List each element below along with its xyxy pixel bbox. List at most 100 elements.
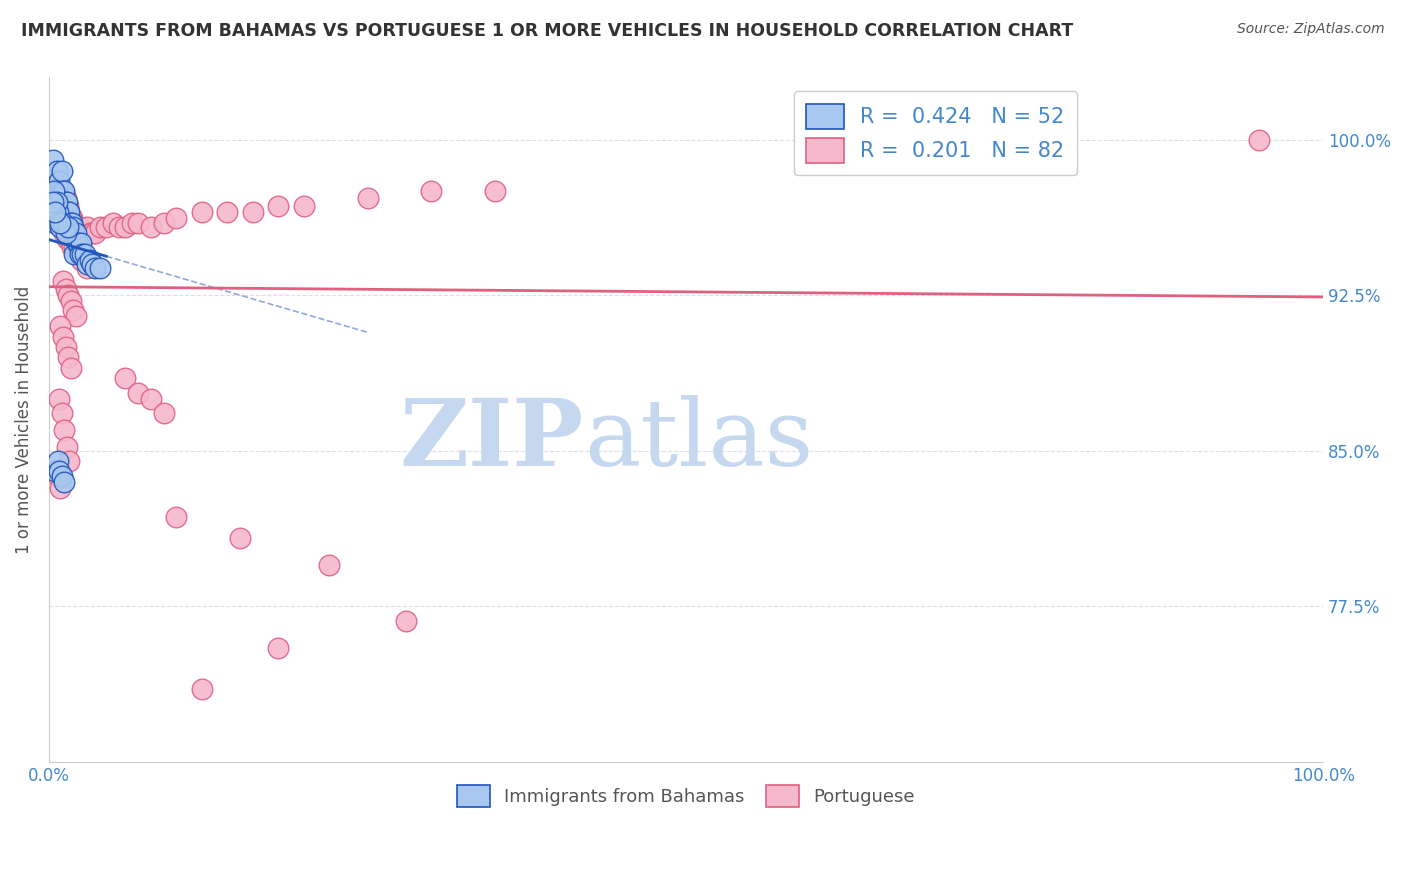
Point — [73, 226, 96, 240]
Point — [42, 194, 65, 209]
Point — [60, 216, 83, 230]
Point — [45, 185, 67, 199]
Point — [53, 423, 76, 437]
Point — [56, 288, 79, 302]
Point — [152, 406, 174, 420]
Point — [356, 191, 378, 205]
Point — [56, 219, 79, 234]
Point — [46, 468, 69, 483]
Point — [48, 465, 70, 479]
Point — [89, 219, 111, 234]
Point — [217, 205, 239, 219]
Point — [45, 163, 67, 178]
Point — [83, 261, 105, 276]
Point — [46, 185, 69, 199]
Point — [55, 340, 77, 354]
Point — [56, 440, 79, 454]
Y-axis label: 1 or more Vehicles in Household: 1 or more Vehicles in Household — [15, 285, 32, 554]
Point — [484, 185, 506, 199]
Point — [51, 194, 73, 209]
Point — [59, 216, 82, 230]
Point — [58, 205, 80, 219]
Point — [191, 205, 214, 219]
Point — [42, 185, 65, 199]
Point — [49, 216, 72, 230]
Point — [79, 226, 101, 240]
Point — [395, 614, 418, 628]
Point — [59, 360, 82, 375]
Point — [55, 191, 77, 205]
Point — [69, 252, 91, 267]
Point — [69, 236, 91, 251]
Point — [70, 246, 93, 260]
Point — [45, 194, 67, 209]
Point — [127, 385, 149, 400]
Point — [56, 216, 79, 230]
Point — [79, 252, 101, 267]
Point — [242, 205, 264, 219]
Point — [66, 236, 89, 251]
Point — [49, 185, 72, 199]
Point — [45, 211, 67, 226]
Point — [52, 274, 75, 288]
Point — [55, 194, 77, 209]
Point — [267, 640, 290, 655]
Point — [63, 226, 86, 240]
Point — [58, 454, 80, 468]
Point — [53, 185, 76, 199]
Point — [65, 309, 87, 323]
Point — [51, 163, 73, 178]
Point — [53, 205, 76, 219]
Point — [60, 226, 83, 240]
Point — [48, 174, 70, 188]
Point — [165, 211, 187, 226]
Text: atlas: atlas — [583, 395, 814, 485]
Point — [83, 226, 105, 240]
Point — [76, 219, 98, 234]
Point — [63, 216, 86, 230]
Point — [48, 185, 70, 199]
Point — [55, 226, 77, 240]
Point — [44, 174, 66, 188]
Point — [76, 257, 98, 271]
Point — [139, 392, 162, 406]
Point — [114, 371, 136, 385]
Point — [70, 226, 93, 240]
Text: Source: ZipAtlas.com: Source: ZipAtlas.com — [1237, 22, 1385, 37]
Point — [121, 216, 143, 230]
Point — [267, 199, 290, 213]
Point — [51, 185, 73, 199]
Point — [52, 191, 75, 205]
Point — [82, 226, 104, 240]
Point — [44, 205, 66, 219]
Point — [1249, 133, 1271, 147]
Point — [165, 510, 187, 524]
Point — [66, 219, 89, 234]
Point — [62, 219, 84, 234]
Point — [51, 406, 73, 420]
Point — [60, 240, 83, 254]
Point — [67, 236, 90, 251]
Point — [152, 216, 174, 230]
Point — [58, 205, 80, 219]
Point — [63, 246, 86, 260]
Point — [63, 240, 86, 254]
Point — [59, 211, 82, 226]
Point — [52, 216, 75, 230]
Point — [420, 185, 443, 199]
Point — [73, 246, 96, 260]
Point — [65, 226, 87, 240]
Point — [76, 261, 98, 276]
Point — [52, 329, 75, 343]
Point — [56, 232, 79, 246]
Point — [48, 194, 70, 209]
Point — [56, 219, 79, 234]
Point — [191, 682, 214, 697]
Point — [48, 392, 70, 406]
Text: IMMIGRANTS FROM BAHAMAS VS PORTUGUESE 1 OR MORE VEHICLES IN HOUSEHOLD CORRELATIO: IMMIGRANTS FROM BAHAMAS VS PORTUGUESE 1 … — [21, 22, 1073, 40]
Point — [56, 216, 79, 230]
Point — [49, 219, 72, 234]
Point — [60, 211, 83, 226]
Point — [42, 153, 65, 168]
Point — [58, 232, 80, 246]
